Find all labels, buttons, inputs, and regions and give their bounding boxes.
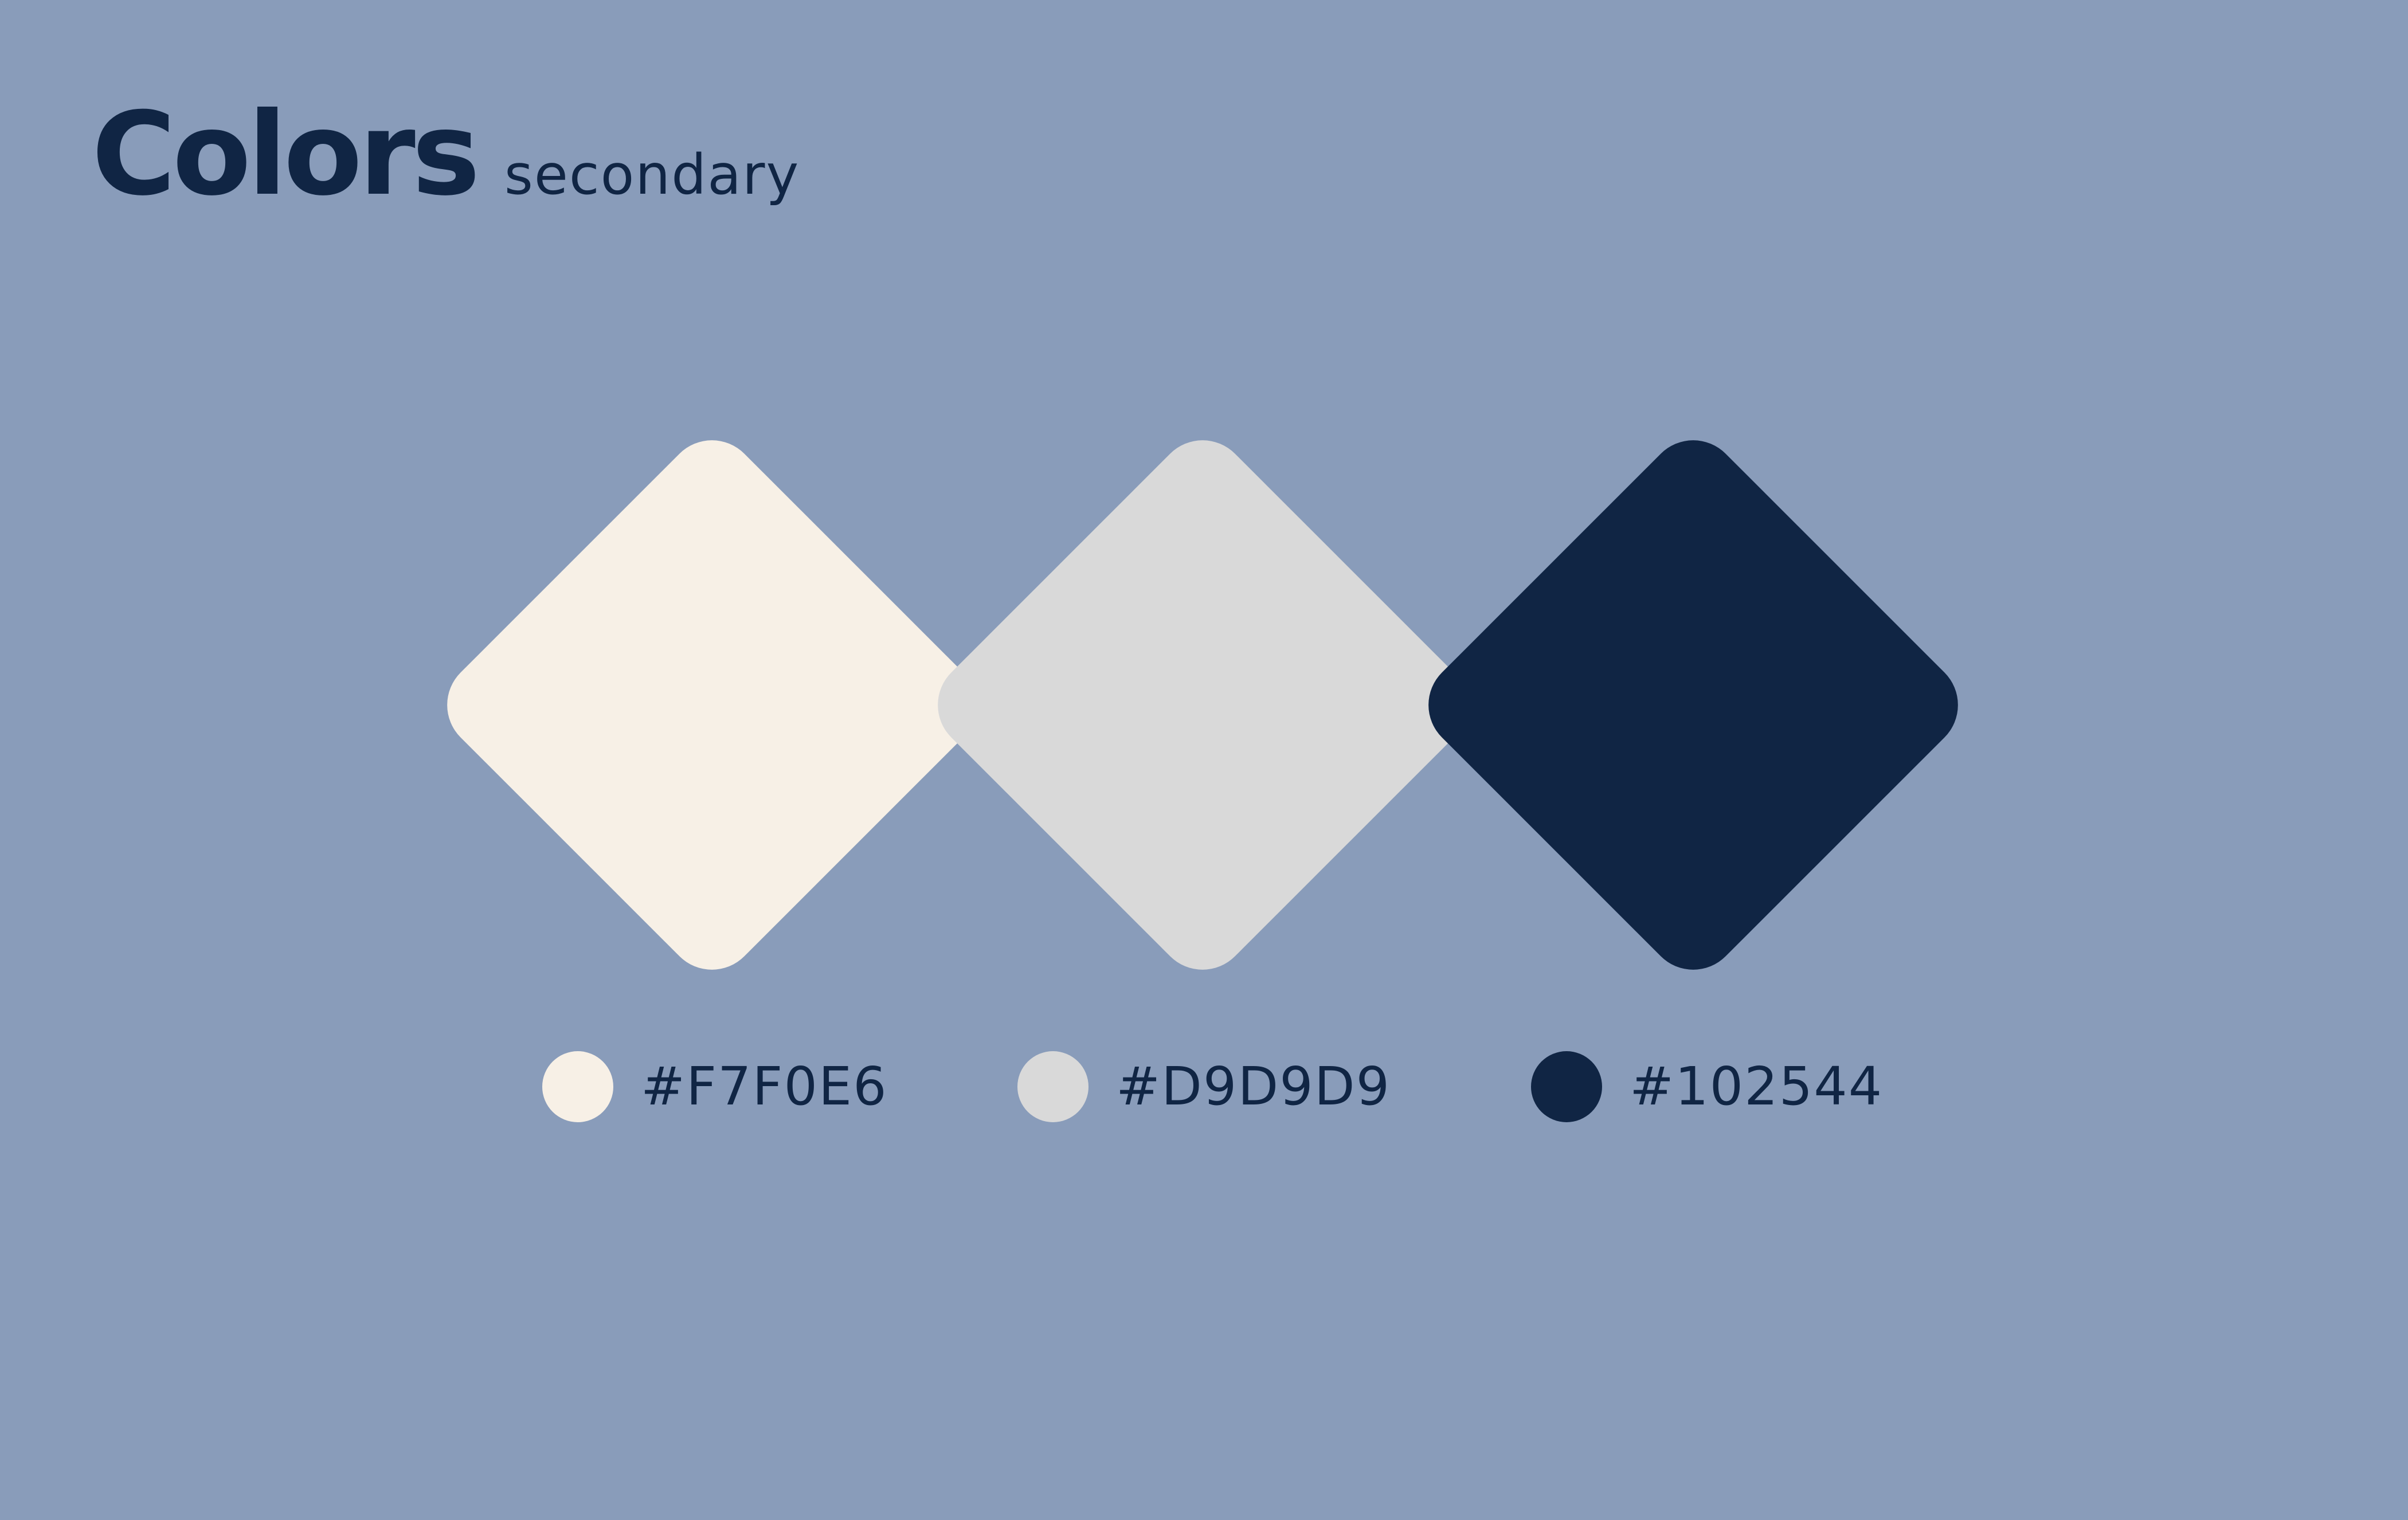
legend-item-2: #D9D9D9: [1017, 1051, 1391, 1122]
legend-item-1: #F7F0E6: [542, 1051, 888, 1122]
page-subtitle: secondary: [504, 143, 800, 207]
page-header: Colors secondary: [92, 97, 800, 212]
color-hex-label-2: #D9D9D9: [1116, 1056, 1391, 1117]
swatch-diamond-2: [919, 421, 1486, 989]
color-hex-label-1: #F7F0E6: [641, 1056, 888, 1117]
swatch-diamond-3: [1409, 421, 1977, 989]
color-hex-label-3: #102544: [1630, 1056, 1884, 1117]
color-dot-3: [1531, 1051, 1602, 1122]
page-title: Colors: [92, 88, 480, 221]
swatch-diamond-1: [428, 421, 996, 989]
legend-item-3: #102544: [1531, 1051, 1883, 1122]
color-dot-1: [542, 1051, 613, 1122]
color-dot-2: [1017, 1051, 1089, 1122]
